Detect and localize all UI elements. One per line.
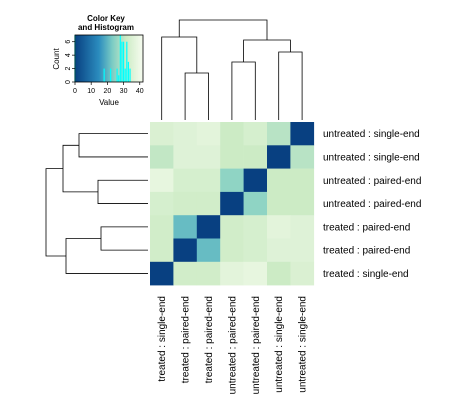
- x-tick-label: 30: [120, 88, 128, 95]
- dendrogram-branch: [243, 39, 291, 62]
- dendrogram-branch: [178, 19, 268, 40]
- y-tick-label: 6: [65, 40, 72, 44]
- heatmap-cell: [290, 168, 315, 193]
- heatmap-cell: [150, 145, 174, 169]
- heatmap-cell: [243, 238, 268, 263]
- heatmap-cell: [173, 215, 198, 239]
- column-label: treated : paired-end: [181, 296, 192, 383]
- heatmap-cell: [220, 191, 244, 216]
- heatmap-cell: [173, 238, 198, 263]
- heatmap-cells: [150, 122, 315, 286]
- heatmap-cell: [267, 215, 291, 239]
- dendrogram-branch: [184, 72, 209, 120]
- x-tick-label: 20: [103, 88, 111, 95]
- heatmap-cell: [196, 238, 221, 263]
- x-tick-label: 10: [87, 88, 95, 95]
- color-key-title-line2: and Histogram: [78, 23, 134, 32]
- heatmap-cell: [150, 168, 174, 193]
- dendrogram-branch: [231, 61, 256, 120]
- color-key-frame: [74, 34, 144, 83]
- x-tick-label: 0: [73, 88, 77, 95]
- column-labels: treated : single-end treated : paired-end…: [157, 296, 308, 394]
- row-label: untreated : paired-end: [323, 176, 421, 187]
- column-label: treated : single-end: [157, 296, 168, 382]
- heatmap-cell: [243, 168, 268, 193]
- heatmap-cell: [150, 261, 174, 286]
- dendrogram-branch: [62, 144, 98, 193]
- dendrogram-branch: [97, 179, 148, 204]
- row-label: treated : paired-end: [323, 246, 410, 257]
- heatmap-cell: [196, 145, 221, 169]
- color-key-gradient: [75, 35, 143, 82]
- x-tick-label: 40: [136, 88, 144, 95]
- row-label: untreated : single-end: [323, 153, 420, 164]
- dendrogram-branch: [278, 51, 303, 120]
- heatmap-cell: [290, 238, 315, 263]
- color-key-xlabel: Value: [99, 98, 119, 107]
- heatmap-cell: [220, 261, 244, 286]
- heatmap-cell: [290, 122, 315, 146]
- y-tick-label: 4: [65, 53, 72, 57]
- heatmap-cell: [267, 261, 291, 286]
- y-tick-label: 0: [65, 80, 72, 84]
- row-label: untreated : paired-end: [323, 199, 421, 210]
- color-key: Color Key and Histogram 0 10 20 30 40 0 2 4 6 Co…: [52, 14, 144, 107]
- heatmap-cell: [267, 145, 291, 169]
- dendrogram-branch: [161, 36, 198, 120]
- heatmap-cell: [220, 215, 244, 239]
- column-label: untreated : paired-end: [251, 296, 262, 394]
- column-label: untreated : single-end: [298, 296, 309, 393]
- heatmap-cell: [243, 191, 268, 216]
- row-labels: untreated : single-end untreated : single…: [323, 129, 421, 280]
- heatmap-cell: [196, 261, 221, 286]
- column-label: treated : paired-end: [204, 296, 215, 383]
- heatmap-cell: [220, 122, 244, 146]
- heatmap-cell: [173, 145, 198, 169]
- dendrogram-branch: [78, 133, 148, 158]
- heatmap-cell: [173, 122, 198, 146]
- heatmap-cell: [243, 122, 268, 146]
- heatmap-cell: [290, 145, 315, 169]
- heatmap-cell: [267, 238, 291, 263]
- heatmap-cell: [196, 215, 221, 239]
- heatmap-cell: [220, 145, 244, 169]
- color-key-ylabel: Count: [52, 48, 61, 70]
- heatmap-cell: [290, 215, 315, 239]
- column-dendrogram: [161, 19, 303, 120]
- y-tick-label: 2: [65, 67, 72, 71]
- column-label: untreated : paired-end: [227, 296, 238, 394]
- column-label: untreated : single-end: [274, 296, 285, 393]
- heatmap-cell: [290, 261, 315, 286]
- heatmap-cell: [173, 191, 198, 216]
- row-dendrogram: [45, 133, 148, 274]
- dendrogram-branch: [100, 226, 148, 251]
- color-key-title-line1: Color Key: [87, 14, 125, 23]
- row-label: treated : paired-end: [323, 222, 410, 233]
- heatmap-cell: [196, 191, 221, 216]
- heatmap-cell: [220, 168, 244, 193]
- heatmap-cell: [243, 215, 268, 239]
- heatmap-cell: [196, 122, 221, 146]
- heatmap-cell: [150, 191, 174, 216]
- heatmap-cell: [220, 238, 244, 263]
- heatmap-cell: [150, 122, 174, 146]
- heatmap-cell: [173, 261, 198, 286]
- row-label: treated : single-end: [323, 269, 409, 280]
- heatmap-cell: [196, 168, 221, 193]
- heatmap-cell: [290, 191, 315, 216]
- heatmap-cell: [150, 215, 174, 239]
- dendrogram-branch: [45, 168, 66, 257]
- heatmap-cell: [267, 168, 291, 193]
- heatmap-cell: [267, 122, 291, 146]
- heatmap-cell: [267, 191, 291, 216]
- heatmap-cell: [243, 145, 268, 169]
- heatmap-cell: [173, 168, 198, 193]
- color-key-axes: 0 10 20 30 40 0 2 4 6: [65, 40, 144, 95]
- heatmap-cell: [243, 261, 268, 286]
- row-label: untreated : single-end: [323, 129, 420, 140]
- heatmap-cell: [150, 238, 174, 263]
- dendrogram-branch: [65, 238, 148, 274]
